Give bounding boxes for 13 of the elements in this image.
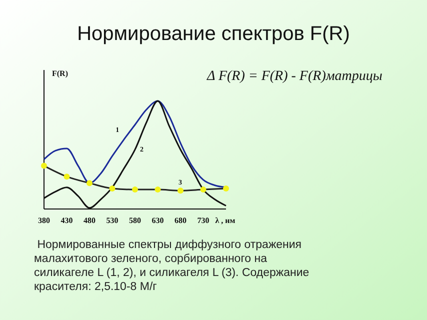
x-tick-label: 380 (38, 216, 50, 225)
x-tick-label: 430 (60, 216, 73, 225)
y-axis-title: F(R) (52, 69, 68, 78)
x-tick-label: 630 (152, 216, 164, 225)
x-axis-title: λ , нм (215, 216, 236, 225)
x-tick-label: 680 (174, 216, 186, 225)
x-tick-label: 580 (129, 216, 141, 225)
text: Δ F(R) = F(R) - F(R)матрицы (206, 69, 382, 84)
chart-title: Нормирование спектров F(R) (77, 23, 350, 45)
x-tick-label: 530 (106, 216, 118, 225)
x-tick-label: 730 (197, 216, 210, 225)
x-tick-label: 480 (84, 216, 96, 225)
text: Нормированные спектры диффузного отражения малахитового зеленого, сорбированного на силикагеле L (1, 2), и силикагеля L (3). Содержание красителя: 2,5.10-8 М/г (34, 238, 310, 294)
